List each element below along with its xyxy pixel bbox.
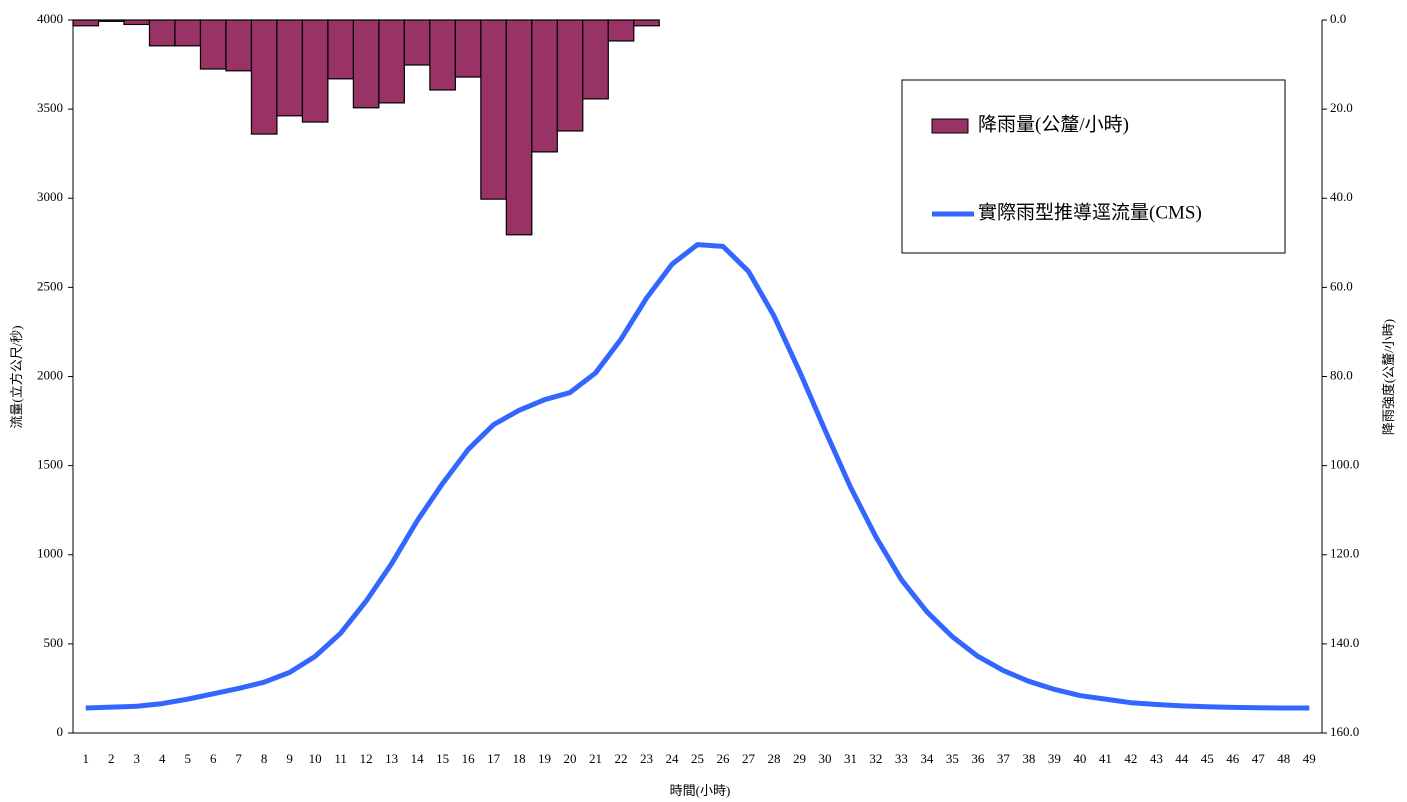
x-tick-label: 14 <box>411 751 425 766</box>
y2-tick-label: 160.0 <box>1330 724 1359 739</box>
bar <box>607 19 635 42</box>
x-tick-label: 16 <box>462 751 476 766</box>
x-tick-label: 7 <box>235 751 242 766</box>
x-tick-label: 49 <box>1303 751 1316 766</box>
bar <box>352 19 380 109</box>
bar <box>556 19 584 132</box>
legend-label: 實際雨型推導逕流量(CMS) <box>978 201 1202 223</box>
y2-axis-label: 降雨強度(公釐/小時) <box>1381 319 1396 435</box>
bar <box>403 19 431 66</box>
x-tick-label: 21 <box>589 751 602 766</box>
legend-box <box>901 79 1286 254</box>
y2-tick-label: 60.0 <box>1330 278 1353 293</box>
y2-tick-label: 140.0 <box>1330 635 1359 650</box>
y2-tick-label: 40.0 <box>1330 189 1353 204</box>
y-tick-label: 500 <box>44 635 64 650</box>
bar <box>633 19 660 27</box>
bar <box>531 19 558 153</box>
x-tick-label: 15 <box>436 751 449 766</box>
bar <box>301 19 329 123</box>
x-tick-label: 42 <box>1124 751 1137 766</box>
x-tick-label: 41 <box>1099 751 1112 766</box>
bar <box>72 19 100 27</box>
x-tick-label: 17 <box>487 751 501 766</box>
y-tick-label: 2000 <box>37 367 63 382</box>
bar <box>582 19 609 100</box>
y-tick-label: 4000 <box>37 11 63 26</box>
y2-tick-label: 120.0 <box>1330 546 1359 561</box>
x-tick-label: 18 <box>513 751 526 766</box>
bar <box>97 19 125 22</box>
x-tick-label: 29 <box>793 751 806 766</box>
bar <box>250 19 278 135</box>
x-tick-label: 45 <box>1201 751 1214 766</box>
x-tick-label: 9 <box>286 751 293 766</box>
y-tick-label: 0 <box>57 724 64 739</box>
x-tick-label: 44 <box>1175 751 1189 766</box>
bar <box>480 19 507 200</box>
line <box>85 242 1310 711</box>
x-tick-label: 4 <box>159 751 166 766</box>
x-tick-label: 40 <box>1073 751 1086 766</box>
x-tick-label: 30 <box>818 751 831 766</box>
x-tick-label: 47 <box>1252 751 1266 766</box>
y2-tick-label: 100.0 <box>1330 457 1359 472</box>
bar <box>148 19 176 47</box>
y-tick-label: 3000 <box>37 189 63 204</box>
x-tick-label: 19 <box>538 751 551 766</box>
bar <box>454 19 482 78</box>
x-axis-label: 時間(小時) <box>670 783 731 798</box>
bar <box>505 19 533 236</box>
x-tick-label: 32 <box>869 751 882 766</box>
x-tick-label: 25 <box>691 751 704 766</box>
x-tick-label: 23 <box>640 751 653 766</box>
bar <box>123 19 151 26</box>
y-tick-label: 3500 <box>37 100 63 115</box>
y-tick-label: 2500 <box>37 278 63 293</box>
x-tick-label: 33 <box>895 751 908 766</box>
bar <box>276 19 304 117</box>
x-tick-label: 48 <box>1277 751 1290 766</box>
x-tick-label: 24 <box>666 751 680 766</box>
x-tick-label: 28 <box>767 751 780 766</box>
x-tick-label: 10 <box>309 751 322 766</box>
y-axis-label: 流量(立方公尺/秒) <box>9 325 24 428</box>
x-tick-label: 11 <box>334 751 347 766</box>
x-tick-label: 22 <box>615 751 628 766</box>
x-tick-label: 34 <box>920 751 934 766</box>
bar <box>327 19 354 80</box>
legend-label: 降雨量(公釐/小時) <box>978 113 1129 135</box>
y2-tick-label: 20.0 <box>1330 100 1353 115</box>
x-tick-label: 13 <box>385 751 398 766</box>
x-tick-label: 35 <box>946 751 959 766</box>
x-tick-label: 20 <box>564 751 577 766</box>
x-tick-label: 31 <box>844 751 857 766</box>
x-tick-label: 36 <box>971 751 985 766</box>
x-tick-label: 1 <box>82 751 89 766</box>
x-tick-label: 26 <box>716 751 730 766</box>
y-tick-label: 1500 <box>37 457 63 472</box>
legend-swatch <box>931 118 969 134</box>
bar <box>225 19 253 72</box>
x-tick-label: 37 <box>997 751 1011 766</box>
x-tick-label: 3 <box>133 751 140 766</box>
y2-tick-label: 0.0 <box>1330 11 1346 26</box>
bar <box>429 19 456 91</box>
x-tick-label: 12 <box>360 751 373 766</box>
x-tick-label: 27 <box>742 751 756 766</box>
x-tick-label: 38 <box>1022 751 1035 766</box>
y2-tick-label: 80.0 <box>1330 367 1353 382</box>
bar <box>199 19 227 70</box>
x-tick-label: 46 <box>1226 751 1240 766</box>
x-tick-label: 8 <box>261 751 268 766</box>
x-tick-label: 39 <box>1048 751 1061 766</box>
bar <box>378 19 405 104</box>
bar <box>174 19 202 47</box>
x-tick-label: 43 <box>1150 751 1163 766</box>
x-tick-label: 5 <box>184 751 191 766</box>
x-tick-label: 6 <box>210 751 217 766</box>
x-tick-label: 2 <box>108 751 115 766</box>
y-tick-label: 1000 <box>37 546 63 561</box>
